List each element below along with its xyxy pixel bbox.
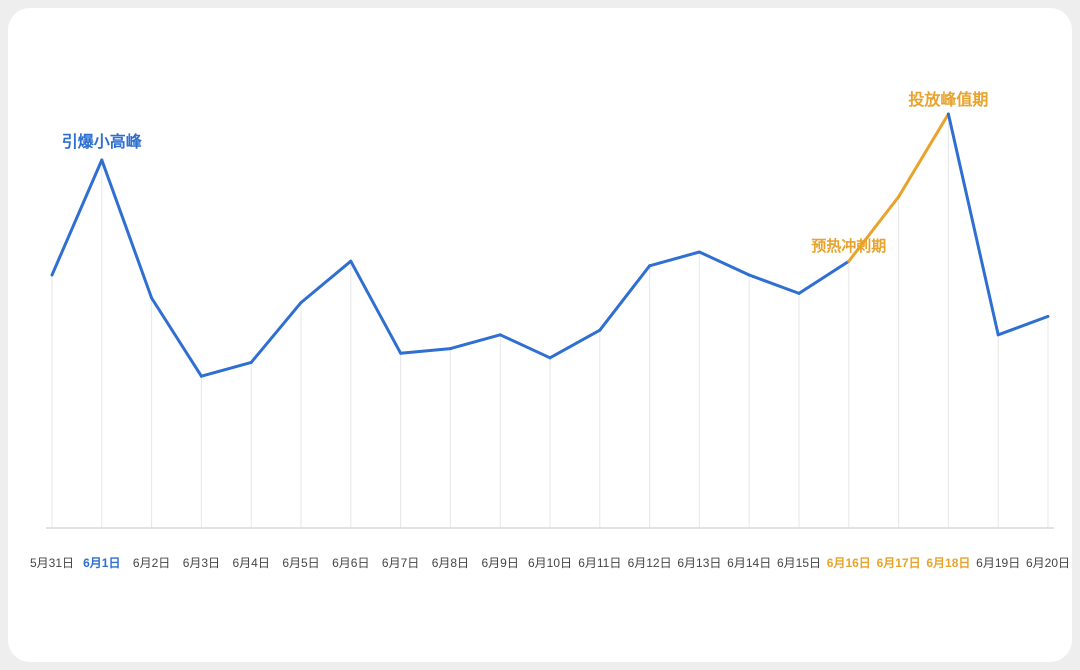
x-axis-label: 5月31日: [30, 554, 74, 571]
x-axis-label: 6月11日: [578, 554, 621, 571]
x-axis-label: 6月10日: [528, 554, 572, 571]
x-axis-label: 6月1日: [83, 554, 120, 571]
x-axis-label: 6月13日: [677, 554, 721, 571]
x-axis-label: 6月15日: [777, 554, 821, 571]
x-axis-label: 6月20日: [1026, 554, 1070, 571]
x-axis-label: 6月18日: [926, 554, 970, 571]
chart-annotation: 引爆小高峰: [62, 128, 142, 152]
x-axis-label: 6月5日: [282, 554, 319, 571]
chart-annotation: 预热冲刺期: [811, 235, 886, 256]
x-axis-label: 6月3日: [183, 554, 220, 571]
x-axis-label: 6月17日: [877, 554, 921, 571]
chart-card: 5月31日 6月1日 6月2日 6月3日 6月4日 6月5日 6月6日 6月7日 6月8日 6月9…: [8, 8, 1072, 662]
x-axis-label: 6月16日: [827, 554, 871, 571]
x-axis-label: 6月12日: [628, 554, 672, 571]
x-axis-label: 6月8日: [432, 554, 469, 571]
x-axis-label: 6月14日: [727, 554, 771, 571]
x-axis-label: 6月9日: [482, 554, 519, 571]
x-axis-label: 6月6日: [332, 554, 369, 571]
x-axis-label: 6月2日: [133, 554, 170, 571]
x-axis-label: 6月7日: [382, 554, 419, 571]
x-axis-label: 6月19日: [976, 554, 1020, 571]
chart-annotation: 投放峰值期: [908, 86, 988, 110]
x-axis-label: 6月4日: [233, 554, 270, 571]
